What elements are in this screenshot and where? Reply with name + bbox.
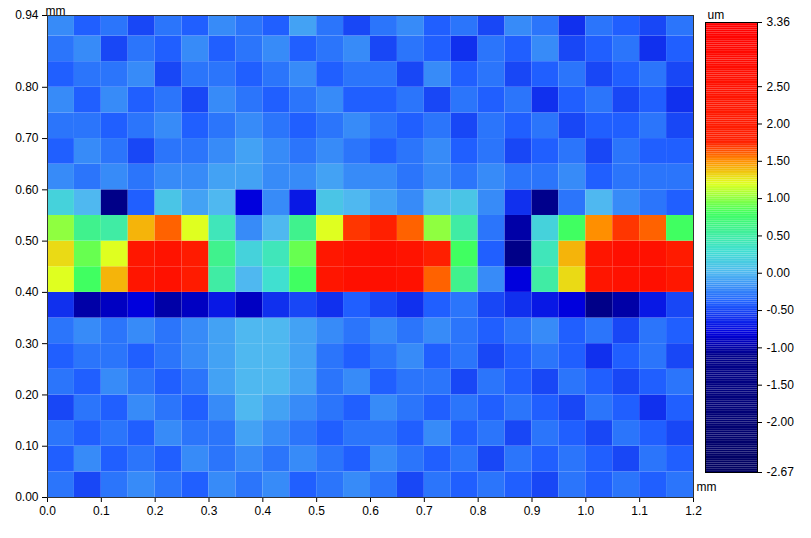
svg-text:1.50: 1.50 [767,154,791,168]
svg-text:0.4: 0.4 [254,504,271,518]
svg-text:0.1: 0.1 [93,504,110,518]
svg-text:0.50: 0.50 [15,234,39,248]
svg-text:0.80: 0.80 [15,80,39,94]
svg-text:0.9: 0.9 [524,504,541,518]
svg-text:3.36: 3.36 [767,15,791,29]
svg-text:0.70: 0.70 [15,131,39,145]
svg-text:0.3: 0.3 [201,504,218,518]
svg-text:-0.50: -0.50 [767,303,795,317]
svg-text:0.40: 0.40 [15,285,39,299]
svg-text:-1.00: -1.00 [767,341,795,355]
svg-text:1.00: 1.00 [767,191,791,205]
svg-text:0.50: 0.50 [767,229,791,243]
svg-text:-2.67: -2.67 [767,465,795,479]
svg-text:0.2: 0.2 [147,504,164,518]
svg-text:2.00: 2.00 [767,117,791,131]
svg-text:0.8: 0.8 [470,504,487,518]
svg-text:0.6: 0.6 [362,504,379,518]
svg-text:mm: mm [697,480,717,494]
svg-text:mm: mm [46,4,66,18]
svg-text:-2.00: -2.00 [767,415,795,429]
svg-text:-1.50: -1.50 [767,378,795,392]
svg-text:0.10: 0.10 [15,439,39,453]
svg-text:0.5: 0.5 [308,504,325,518]
svg-text:1.0: 1.0 [577,504,594,518]
svg-text:um: um [708,8,725,22]
svg-text:1.2: 1.2 [685,504,702,518]
svg-text:0.0: 0.0 [39,504,56,518]
svg-text:0.94: 0.94 [15,8,39,22]
svg-text:2.50: 2.50 [767,80,791,94]
svg-text:0.20: 0.20 [15,388,39,402]
svg-text:0.00: 0.00 [15,490,39,504]
svg-text:0.60: 0.60 [15,183,39,197]
svg-text:0.30: 0.30 [15,337,39,351]
svg-text:1.1: 1.1 [631,504,648,518]
svg-text:0.00: 0.00 [767,266,791,280]
svg-text:0.7: 0.7 [416,504,433,518]
